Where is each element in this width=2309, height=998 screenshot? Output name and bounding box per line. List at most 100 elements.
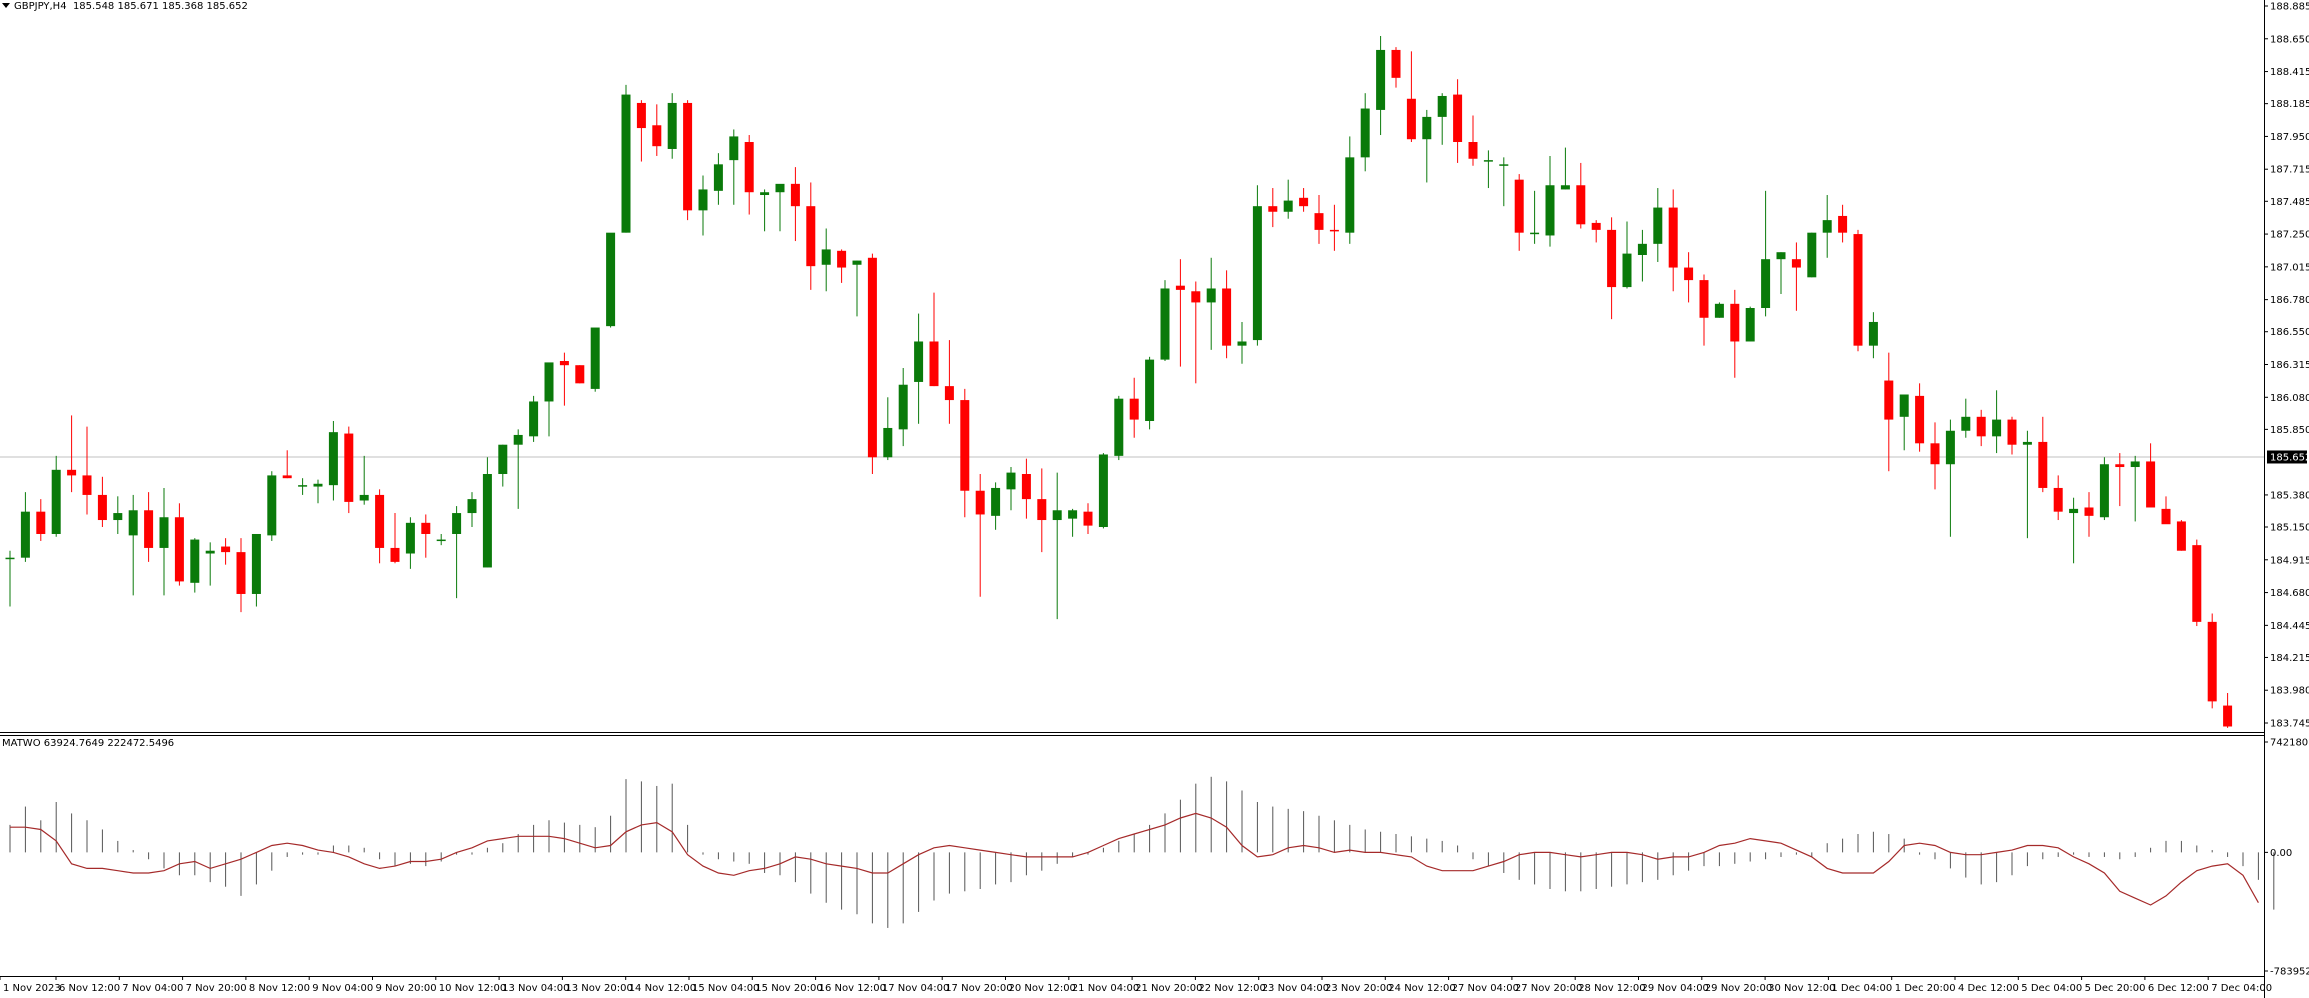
candle-body	[344, 433, 354, 502]
candle	[1560, 147, 1570, 190]
time-axis-label: 21 Nov 20:00	[1135, 983, 1202, 994]
candle	[1514, 174, 1524, 251]
candle-body	[1560, 185, 1570, 190]
time-axis-label: 29 Nov 20:00	[1705, 983, 1772, 994]
candle-body	[621, 94, 631, 233]
candle	[1576, 162, 1586, 229]
candle-body	[1037, 499, 1047, 521]
candle-body	[1345, 157, 1355, 233]
candle	[606, 232, 616, 328]
candle-body	[144, 510, 154, 548]
symbol-ohlc: 185.548 185.671 185.368 185.652	[72, 1, 248, 12]
candle	[267, 471, 277, 541]
candle-body	[1653, 207, 1663, 244]
candle	[2022, 430, 2032, 539]
candle	[2207, 613, 2217, 709]
candle	[1637, 229, 1647, 282]
candle	[1853, 229, 1863, 352]
candle	[1945, 419, 1955, 537]
candle	[1206, 257, 1216, 350]
candle	[991, 482, 1001, 530]
candle	[1776, 252, 1786, 295]
candle-body	[267, 475, 277, 536]
candle	[1453, 79, 1463, 163]
candle	[1237, 321, 1247, 364]
candle-body	[575, 365, 585, 384]
time-axis-label: 13 Nov 20:00	[565, 983, 632, 994]
price-axis-label: 187.485	[2270, 197, 2309, 208]
time-axis-label: 15 Nov 20:00	[755, 983, 822, 994]
candle-body	[2192, 545, 2202, 622]
candle	[1483, 150, 1493, 189]
chart-menu-dropdown-icon[interactable]	[2, 3, 10, 8]
candle	[1761, 190, 1771, 317]
candle-body	[359, 494, 369, 501]
time-axis-label: 1 Dec 04:00	[1831, 983, 1892, 994]
candle-body	[1761, 259, 1771, 309]
candle	[1499, 157, 1509, 207]
time-axis-label: 29 Nov 04:00	[1642, 983, 1709, 994]
candle	[174, 503, 184, 586]
candle-body	[1838, 215, 1848, 233]
candle	[852, 260, 862, 317]
candle	[1037, 468, 1047, 553]
time-axis-label: 15 Nov 04:00	[692, 983, 759, 994]
candle-body	[1406, 98, 1416, 140]
candle	[590, 327, 600, 392]
candle-body	[914, 341, 924, 382]
time-axis-label: 9 Nov 04:00	[312, 983, 373, 994]
candle-body	[1391, 49, 1401, 78]
candle	[313, 479, 323, 504]
candle-body	[20, 511, 30, 558]
candle-body	[975, 490, 985, 515]
indicator-axis-label: 742180.2	[2270, 738, 2309, 749]
candle-body	[251, 533, 261, 594]
candle	[775, 183, 785, 232]
candle-body	[636, 102, 646, 129]
candle	[1684, 252, 1694, 303]
candle-body	[837, 250, 847, 268]
candle	[436, 533, 446, 546]
symbol-header: GBPJPY,H4 185.548 185.671 185.368 185.65…	[2, 1, 248, 12]
candle-body	[806, 206, 816, 267]
candle	[652, 104, 662, 156]
indicator-axis: 742180.2 0.00 -783952.5	[2264, 738, 2309, 978]
candle-body	[1730, 303, 1740, 342]
price-axis-label: 184.915	[2270, 555, 2309, 566]
candle	[236, 538, 246, 613]
candle	[1175, 259, 1185, 367]
candle	[344, 426, 354, 514]
candle-body	[1915, 395, 1925, 444]
candle	[1714, 302, 1724, 318]
candle-body	[2130, 461, 2140, 468]
candle-body	[713, 164, 723, 191]
candle-body	[2176, 521, 2186, 551]
time-axis-label: 5 Dec 04:00	[2021, 983, 2082, 994]
candle-body	[729, 136, 739, 161]
candle-body	[1006, 472, 1016, 490]
price-axis-label: 183.745	[2270, 719, 2309, 730]
candle	[1791, 242, 1801, 311]
candle-body	[1129, 398, 1139, 420]
candle	[1314, 195, 1324, 244]
candlestick-series	[5, 35, 2233, 728]
candle	[251, 533, 261, 607]
price-axis-label: 186.780	[2270, 295, 2309, 306]
candle	[667, 93, 677, 159]
candle-body	[944, 386, 954, 401]
candle	[20, 492, 30, 562]
candle	[452, 506, 462, 599]
candle-body	[2022, 441, 2032, 445]
candle	[1668, 189, 1678, 292]
candle-body	[174, 517, 184, 582]
price-axis-label: 183.980	[2270, 686, 2309, 697]
candle-body	[544, 362, 554, 402]
candle	[298, 478, 308, 495]
price-axis-label: 188.415	[2270, 67, 2309, 78]
price-axis-label: 188.885	[2270, 2, 2309, 13]
candle-body	[1468, 142, 1478, 159]
price-axis-label: 186.080	[2270, 393, 2309, 404]
candle-body	[1622, 253, 1632, 288]
